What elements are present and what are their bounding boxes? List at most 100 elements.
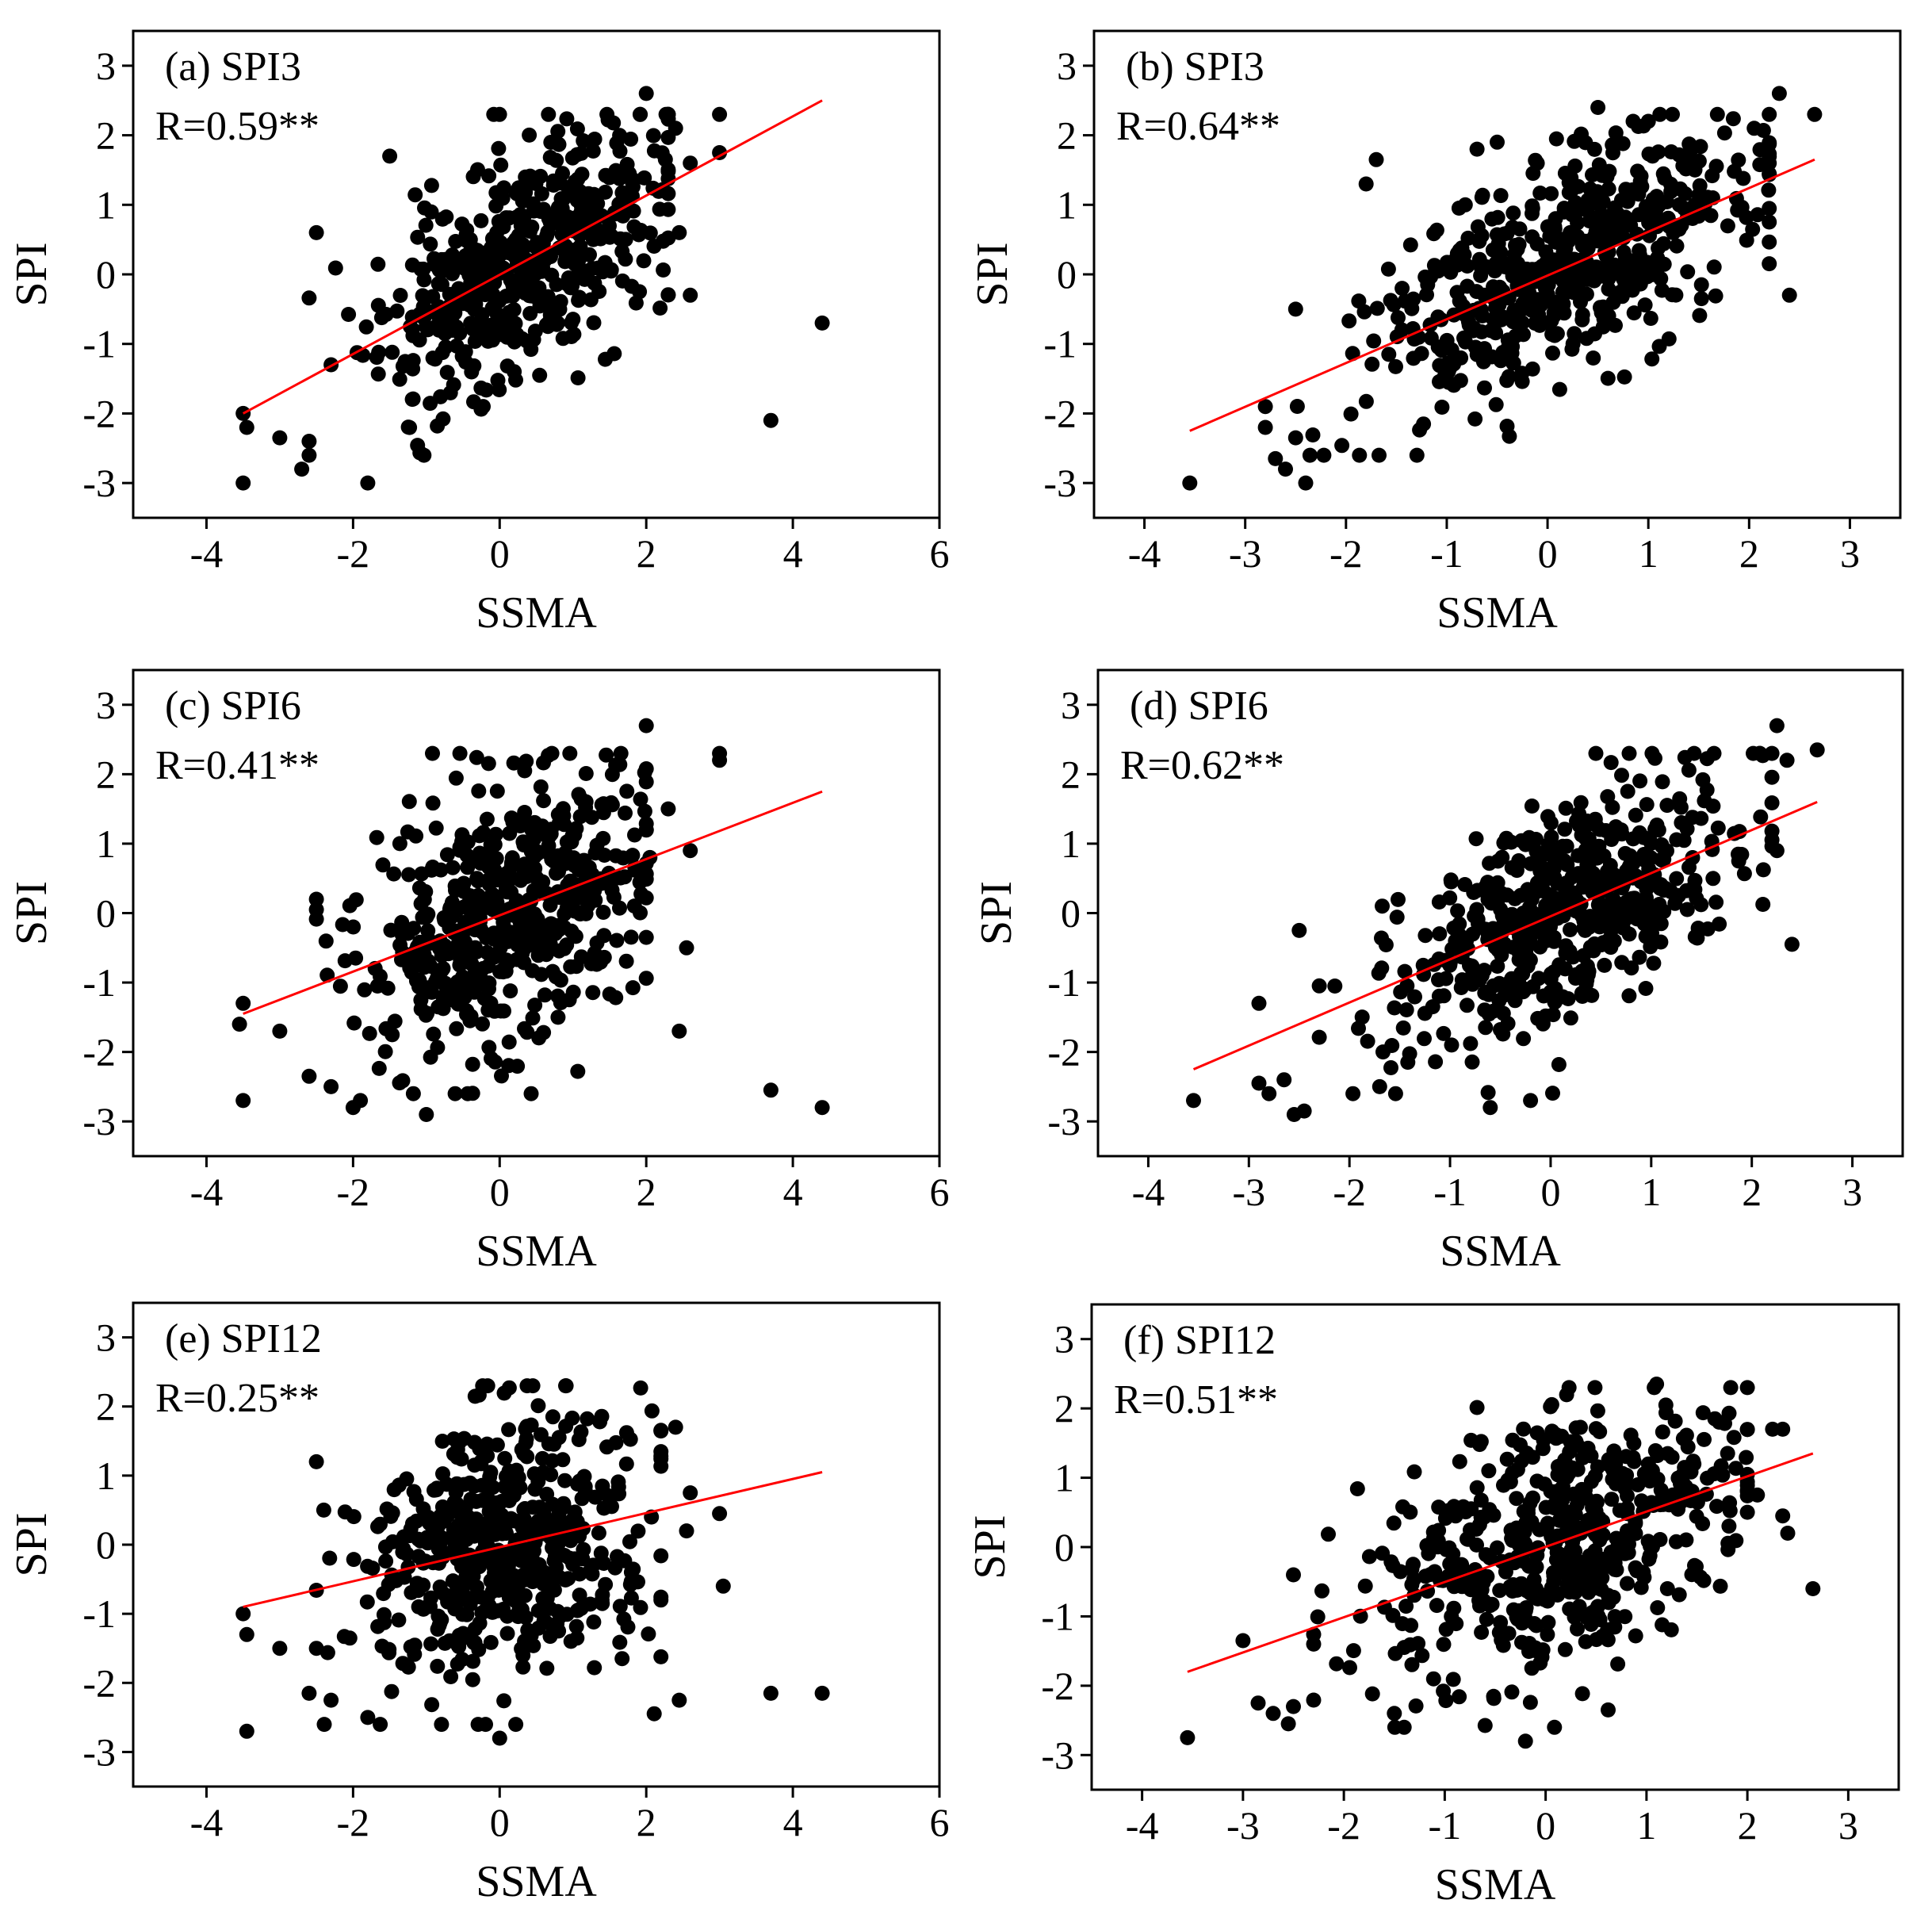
scatter-point	[407, 187, 423, 203]
scatter-point	[480, 958, 496, 974]
scatter-point	[1546, 1568, 1562, 1584]
scatter-point	[1306, 1692, 1322, 1708]
scatter-point	[425, 795, 441, 811]
scatter-point	[508, 1717, 524, 1733]
scatter-point	[1492, 1583, 1508, 1599]
scatter-point	[1321, 1526, 1336, 1542]
scatter-point	[1358, 176, 1374, 192]
scatter-point	[1477, 380, 1492, 396]
scatter-point	[450, 293, 466, 309]
scatter-point	[1182, 475, 1198, 491]
scatter-point	[1404, 1656, 1420, 1672]
scatter-point	[614, 243, 630, 259]
x-tick-label: 0	[1536, 1803, 1555, 1848]
scatter-point	[1485, 1003, 1501, 1019]
scatter-point	[1351, 293, 1367, 309]
scatter-point	[1755, 897, 1771, 912]
scatter-point	[534, 818, 550, 834]
x-tick-label: 0	[490, 531, 510, 576]
scatter-point	[594, 797, 610, 813]
scatter-point	[633, 1599, 648, 1615]
scatter-panel-c: -4 -2 0 2 4 6 -3 -2 -1 0 1 2 3 SSMA SPI (c) SPI6 R=0.41*…	[7, 668, 950, 1276]
scatter-point	[1487, 263, 1503, 279]
scatter-point	[1643, 939, 1658, 955]
scatter-point	[1451, 201, 1467, 216]
scatter-point	[1509, 241, 1525, 257]
scatter-point	[460, 860, 476, 875]
scatter-point	[1680, 1439, 1696, 1455]
scatter-point	[1495, 1026, 1511, 1042]
scatter-point	[378, 1553, 394, 1569]
scatter-point	[600, 1488, 616, 1503]
scatter-point	[1586, 350, 1601, 366]
scatter-point	[1329, 1656, 1345, 1672]
scatter-point	[1532, 317, 1548, 333]
regression-line	[1189, 158, 1815, 432]
scatter-point	[553, 208, 569, 224]
x-tick-label: 2	[1738, 1803, 1758, 1848]
scatter-point	[530, 1398, 546, 1414]
scatter-point	[1486, 1507, 1502, 1523]
scatter-point	[1611, 905, 1627, 921]
scatter-point	[428, 820, 444, 836]
scatter-point	[1298, 475, 1314, 491]
scatter-point	[1551, 266, 1567, 282]
scatter-point	[570, 171, 586, 187]
scatter-point	[606, 346, 622, 362]
x-tick-label: 2	[1739, 531, 1759, 576]
scatter-point	[308, 1453, 324, 1469]
scatter-point	[1547, 221, 1563, 237]
scatter-point	[1651, 240, 1666, 256]
y-tick-label: -2	[82, 1030, 116, 1074]
scatter-point	[453, 1451, 469, 1467]
scatter-points	[235, 86, 830, 491]
scatter-point	[1375, 898, 1390, 914]
scatter-point	[1286, 1567, 1301, 1583]
scatter-point	[1504, 1684, 1520, 1700]
scatter-point	[1503, 255, 1519, 271]
scatter-point	[1360, 1033, 1375, 1049]
scatter-point	[539, 1591, 555, 1606]
scatter-point	[1417, 1005, 1433, 1021]
scatter-point	[1452, 1453, 1467, 1469]
scatter-point	[525, 1499, 541, 1515]
scatter-point	[559, 834, 575, 850]
scatter-point	[1695, 1405, 1711, 1421]
scatter-point	[1633, 1580, 1649, 1595]
scatter-point	[607, 1560, 623, 1576]
scatter-point	[671, 1023, 687, 1039]
scatter-point	[1473, 1509, 1489, 1525]
scatter-point	[1652, 106, 1668, 122]
scatter-point	[1739, 1380, 1755, 1396]
scatter-point	[571, 862, 587, 878]
scatter-point	[1564, 341, 1580, 357]
scatter-point	[469, 871, 485, 887]
scatter-point	[1479, 1611, 1494, 1627]
scatter-point	[1421, 1545, 1437, 1561]
y-tick-label: 3	[1054, 1317, 1074, 1362]
scatter-point	[496, 180, 512, 196]
scatter-point	[1445, 1672, 1461, 1687]
scatter-point	[1679, 883, 1694, 898]
panel-label: (b) SPI3	[1126, 44, 1264, 90]
scatter-point	[1591, 1555, 1607, 1571]
scatter-point	[638, 718, 654, 733]
scatter-point	[1624, 960, 1639, 976]
scatter-point	[1280, 1716, 1296, 1732]
scatter-point	[301, 447, 317, 463]
x-tick-label: 3	[1842, 1170, 1862, 1214]
scatter-point	[1681, 762, 1697, 778]
scatter-point	[1655, 1617, 1670, 1633]
scatter-point	[449, 319, 465, 335]
scatter-point	[1395, 1020, 1411, 1036]
x-tick-label: -2	[1327, 1803, 1360, 1848]
scatter-point	[623, 1590, 639, 1606]
scatter-point	[578, 766, 594, 781]
scatter-point	[413, 1002, 429, 1017]
scatter-point	[515, 834, 531, 850]
scatter-point	[652, 301, 668, 316]
scatter-point	[1448, 933, 1463, 949]
scatter-point	[525, 1010, 541, 1026]
scatter-point	[1671, 221, 1687, 237]
scatter-point	[1651, 339, 1667, 354]
